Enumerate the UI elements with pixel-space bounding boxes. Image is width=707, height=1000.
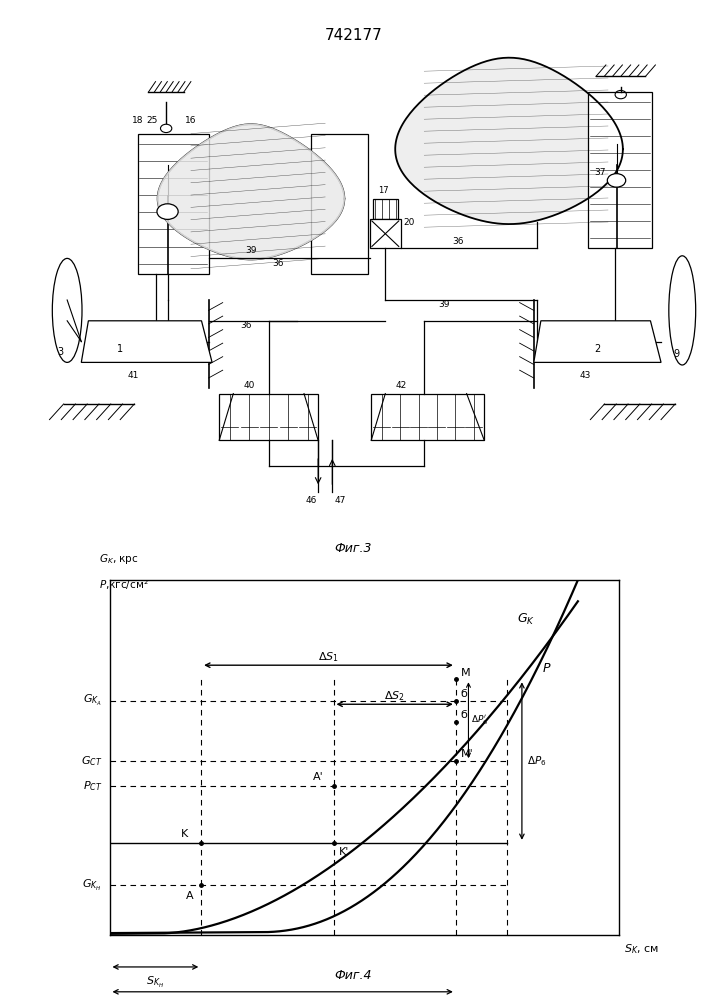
Text: 2: 2 <box>594 344 600 354</box>
Ellipse shape <box>52 258 82 362</box>
Text: $\Delta S_2$: $\Delta S_2$ <box>384 689 405 703</box>
Text: 43: 43 <box>580 371 591 380</box>
Text: $G_K$: $G_K$ <box>517 612 534 627</box>
Text: K': K' <box>339 847 349 857</box>
Text: 25: 25 <box>146 116 158 125</box>
Text: 37: 37 <box>594 168 605 177</box>
Text: M': M' <box>461 749 474 759</box>
Text: 39: 39 <box>438 300 450 309</box>
Bar <box>219 394 318 440</box>
Text: $\Delta P_6$: $\Delta P_6$ <box>527 754 547 768</box>
Text: 16: 16 <box>185 116 197 125</box>
Text: 41: 41 <box>127 371 139 380</box>
Text: Фиг.4: Фиг.4 <box>334 969 373 982</box>
Text: 742177: 742177 <box>325 28 382 43</box>
Text: 20: 20 <box>403 218 414 227</box>
Circle shape <box>157 204 178 219</box>
Polygon shape <box>534 321 661 362</box>
Text: 40: 40 <box>244 381 255 390</box>
Text: A: A <box>186 891 194 901</box>
Text: $\Delta P^{\prime}_6$: $\Delta P^{\prime}_6$ <box>471 713 489 727</box>
Text: $P$,кгс/см²: $P$,кгс/см² <box>100 578 149 591</box>
Text: $S_{K_H}$: $S_{K_H}$ <box>146 975 165 990</box>
Text: 1: 1 <box>117 344 123 354</box>
Text: $P$: $P$ <box>542 662 551 675</box>
Text: 36: 36 <box>452 237 464 246</box>
Bar <box>311 134 368 274</box>
Text: б': б' <box>461 710 471 720</box>
Polygon shape <box>395 58 623 224</box>
Bar <box>371 394 484 440</box>
Text: $G_{CT}$: $G_{CT}$ <box>81 754 102 768</box>
Text: M: M <box>461 668 470 678</box>
Text: $G_{K_H}$: $G_{K_H}$ <box>82 878 102 893</box>
Text: 47: 47 <box>334 496 346 505</box>
Bar <box>138 134 209 274</box>
Text: A': A' <box>313 772 324 782</box>
Text: 46: 46 <box>305 496 317 505</box>
Circle shape <box>607 174 626 187</box>
Polygon shape <box>81 321 212 362</box>
Text: 17: 17 <box>378 186 389 195</box>
Text: $\Delta S_1$: $\Delta S_1$ <box>318 650 339 664</box>
Polygon shape <box>158 124 344 259</box>
Bar <box>370 219 401 248</box>
Text: $G_{K_A}$: $G_{K_A}$ <box>83 693 102 708</box>
Text: Фиг.3: Фиг.3 <box>334 542 373 555</box>
Text: 39: 39 <box>245 246 257 255</box>
Text: 42: 42 <box>396 381 407 390</box>
Bar <box>588 92 652 248</box>
Text: 3: 3 <box>57 347 63 357</box>
Text: $G_K$, крс: $G_K$, крс <box>100 552 139 566</box>
Ellipse shape <box>669 256 696 365</box>
Text: K: K <box>181 829 188 839</box>
Text: $P_{CT}$: $P_{CT}$ <box>83 779 102 793</box>
Bar <box>373 199 398 219</box>
Text: 9: 9 <box>674 349 679 359</box>
Text: б: б <box>461 689 468 699</box>
Text: 18: 18 <box>132 116 144 125</box>
Text: 36: 36 <box>240 321 252 330</box>
Text: 36: 36 <box>272 259 284 268</box>
Text: $S_K$, см: $S_K$, см <box>624 942 659 956</box>
